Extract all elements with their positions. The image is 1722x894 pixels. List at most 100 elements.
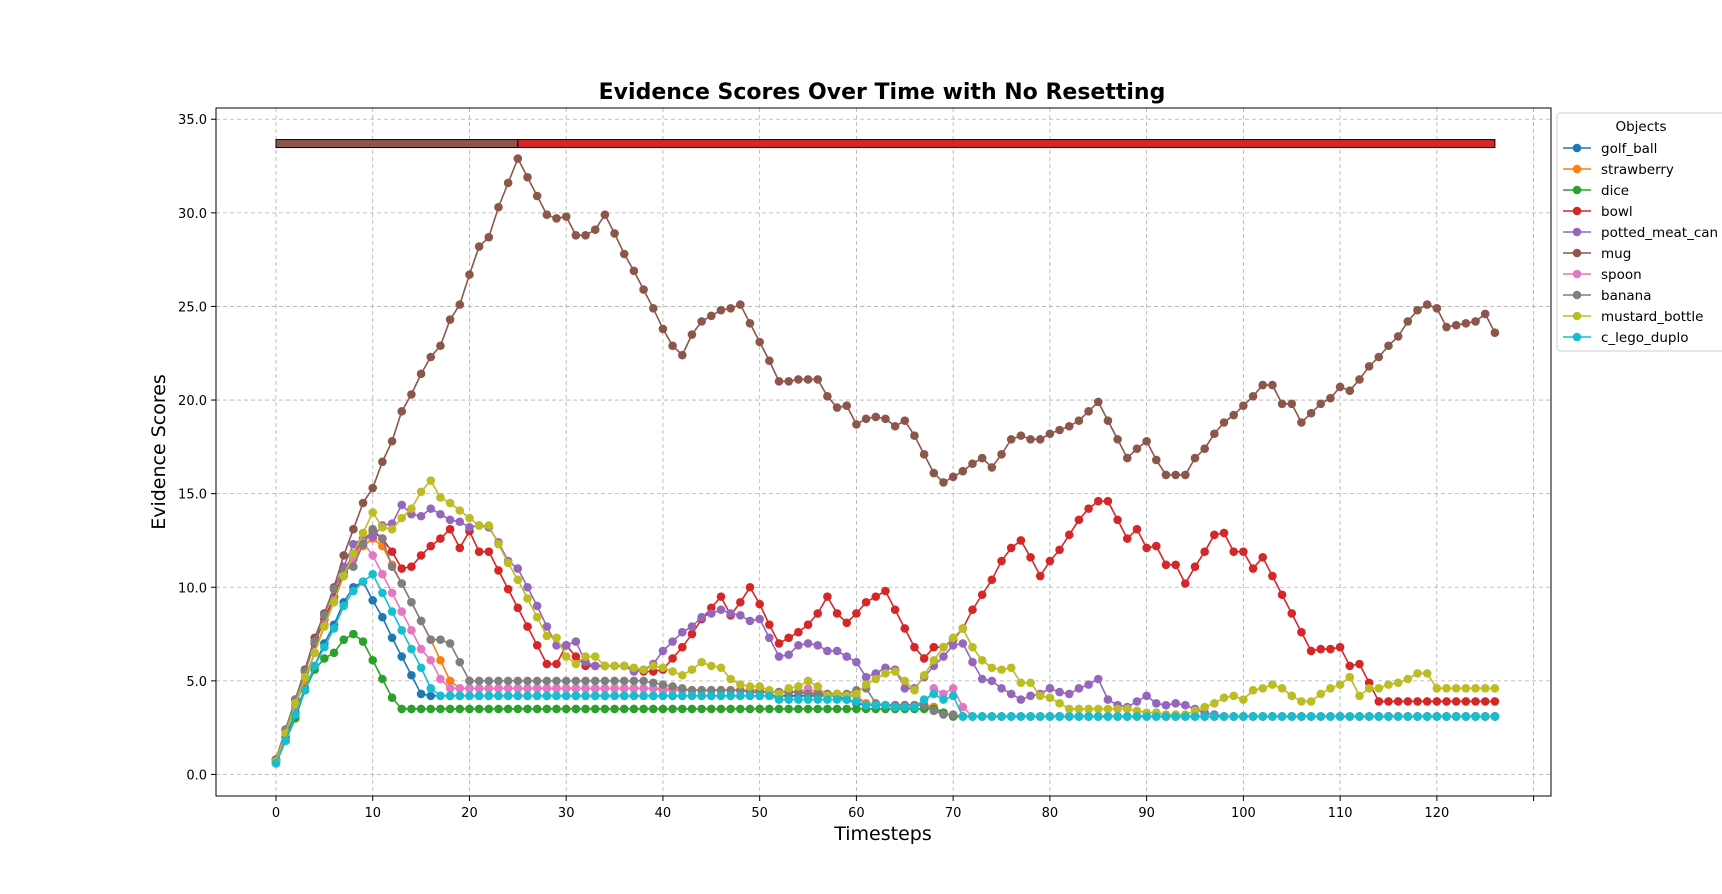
- data-point: [968, 657, 977, 667]
- data-point: [677, 627, 687, 637]
- data-point: [397, 652, 407, 661]
- data-point: [1171, 560, 1180, 570]
- data-point: [436, 655, 445, 665]
- data-point: [1210, 699, 1219, 708]
- legend-entry: potted_meat_can: [1563, 225, 1718, 241]
- data-point: [1258, 712, 1268, 721]
- data-point: [697, 612, 706, 622]
- data-point: [513, 691, 523, 701]
- data-point: [648, 678, 658, 688]
- data-point: [1442, 684, 1451, 693]
- data-point: [1016, 695, 1026, 704]
- data-point: [1471, 697, 1480, 706]
- data-point: [1374, 684, 1384, 693]
- data-point: [842, 652, 852, 661]
- data-point: [1403, 674, 1413, 684]
- data-point: [1326, 644, 1335, 654]
- data-point: [755, 599, 764, 609]
- data-point: [561, 676, 571, 686]
- data-point: [494, 704, 503, 714]
- data-point: [465, 270, 474, 279]
- data-point: [407, 626, 416, 635]
- y-tick-label: 5.0: [186, 675, 207, 690]
- data-point: [378, 457, 387, 467]
- data-point: [1171, 470, 1180, 480]
- data-point: [832, 646, 842, 656]
- data-point: [852, 689, 861, 699]
- series-banana: [271, 524, 1500, 764]
- data-point: [668, 341, 677, 351]
- data-point: [939, 695, 948, 704]
- data-point: [465, 691, 474, 701]
- data-point: [368, 483, 378, 493]
- data-point: [561, 684, 571, 693]
- data-point: [1093, 397, 1103, 407]
- data-point: [1326, 712, 1335, 721]
- data-point: [813, 375, 823, 384]
- data-point: [794, 375, 803, 384]
- data-point: [842, 618, 852, 628]
- data-point: [329, 648, 339, 658]
- data-point: [1219, 693, 1229, 703]
- data-point: [455, 517, 465, 527]
- x-tick-label: 110: [1328, 806, 1353, 821]
- data-point: [1103, 704, 1113, 714]
- data-point: [774, 377, 784, 386]
- data-point: [948, 710, 958, 719]
- data-point: [1393, 712, 1403, 721]
- data-point: [987, 663, 997, 673]
- data-point: [523, 691, 532, 701]
- data-point: [861, 680, 871, 689]
- data-point: [1229, 547, 1238, 556]
- data-point: [523, 622, 532, 631]
- data-point: [1306, 408, 1316, 418]
- data-point: [397, 513, 407, 523]
- data-point: [958, 624, 968, 633]
- data-point: [687, 330, 697, 339]
- data-point: [629, 691, 639, 701]
- x-tick-label: 70: [945, 806, 962, 821]
- data-point: [552, 704, 561, 714]
- data-point: [1287, 712, 1297, 721]
- data-point: [581, 704, 590, 714]
- data-point: [832, 704, 842, 714]
- x-tick-label: 100: [1231, 806, 1256, 821]
- data-point: [532, 684, 542, 693]
- data-point: [387, 607, 397, 616]
- legend-label: spoon: [1601, 267, 1642, 283]
- data-point: [1393, 332, 1403, 341]
- data-point: [590, 661, 600, 671]
- x-tick-label: 30: [558, 806, 575, 821]
- data-point: [474, 521, 484, 530]
- data-point: [378, 588, 387, 598]
- data-point: [1374, 697, 1384, 706]
- y-axis: 0.0 5.0 10.0 15.0 20.0 25.0 30.0 35.0: [178, 113, 216, 783]
- data-point: [1306, 646, 1316, 656]
- data-point: [1355, 712, 1364, 721]
- data-point: [1268, 571, 1277, 581]
- data-point: [436, 493, 445, 502]
- data-point: [1045, 712, 1055, 721]
- y-tick-label: 0.0: [186, 768, 207, 783]
- data-point: [1055, 712, 1064, 721]
- data-point: [310, 661, 319, 671]
- data-point: [523, 676, 532, 686]
- y-tick-label: 35.0: [178, 113, 207, 128]
- data-point: [736, 611, 745, 620]
- data-point: [842, 401, 852, 410]
- data-point: [542, 622, 552, 631]
- data-point: [387, 633, 397, 643]
- x-tick-label: 40: [655, 806, 672, 821]
- data-point: [1142, 691, 1151, 701]
- data-point: [1268, 712, 1277, 721]
- data-point: [445, 639, 455, 648]
- data-point: [1432, 684, 1442, 693]
- data-point: [648, 304, 658, 313]
- data-point: [416, 616, 426, 626]
- data-point: [668, 637, 677, 646]
- data-point: [1422, 712, 1432, 721]
- data-point: [629, 266, 639, 276]
- data-point: [465, 523, 474, 532]
- data-point: [523, 582, 532, 592]
- data-point: [445, 315, 455, 324]
